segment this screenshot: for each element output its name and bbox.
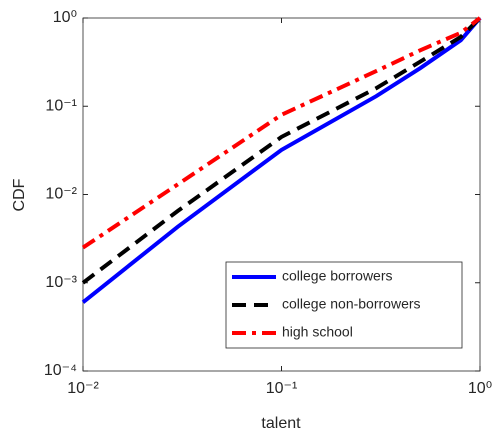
y-tick-label: 10⁻⁴: [44, 362, 77, 379]
y-axis-label: CDF: [11, 178, 28, 211]
x-tick-label: 10⁻¹: [266, 380, 298, 397]
series-line: [81, 16, 482, 250]
y-tick-label: 10⁻²: [45, 186, 77, 203]
x-axis-label: talent: [261, 415, 301, 432]
y-tick-label: 10⁻¹: [45, 97, 77, 114]
y-tick-label: 10⁻³: [45, 274, 77, 291]
series-line: [81, 16, 482, 304]
legend-label: college borrowers: [282, 268, 393, 284]
x-tick-label: 10⁰: [468, 380, 492, 397]
series-line: [81, 16, 482, 285]
legend-label: college non-borrowers: [282, 296, 421, 312]
legend-label: high school: [282, 324, 353, 340]
x-tick-label: 10⁻²: [67, 380, 99, 397]
y-tick-label: 10⁰: [53, 9, 77, 26]
